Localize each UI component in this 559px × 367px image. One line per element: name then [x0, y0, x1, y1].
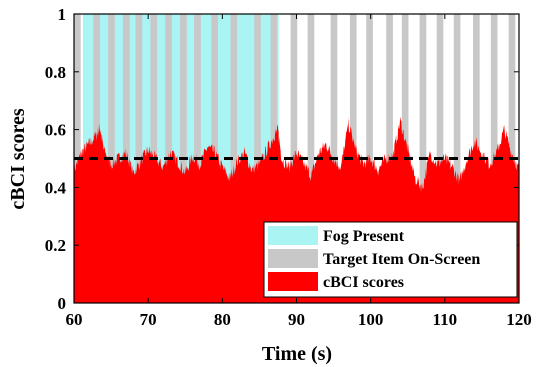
- y-tick-label-0.8: 0.8: [45, 63, 66, 82]
- y-tick-label-0.2: 0.2: [45, 236, 66, 255]
- x-tick-label-70: 70: [140, 310, 157, 329]
- x-axis-title: Time (s): [262, 343, 332, 365]
- y-tick-label-1: 1: [58, 5, 67, 24]
- legend-swatch-2: [268, 249, 318, 268]
- axes: 60 70 80 90 100 110 120 0 0.2 0.4 0.6 0.8 1: [45, 5, 532, 329]
- target-band-11: [230, 14, 238, 303]
- x-tick-label-120: 120: [506, 310, 532, 329]
- x-tick-label-90: 90: [288, 310, 305, 329]
- y-tick-label-0: 0: [58, 294, 67, 313]
- y-tick-label-0.4: 0.4: [45, 178, 67, 197]
- legend-swatch-3: [268, 272, 318, 291]
- legend-label-3: cBCI scores: [323, 274, 404, 291]
- legend-label-1: Fog Present: [323, 228, 405, 245]
- y-axis-title: cBCI scores: [7, 108, 29, 209]
- x-tick-label-100: 100: [358, 310, 384, 329]
- legend-swatch-1: [268, 226, 318, 245]
- x-tick-label-80: 80: [214, 310, 231, 329]
- x-tick-label-60: 60: [66, 310, 83, 329]
- legend: Fog Present Target Item On-Screen cBCI sco…: [263, 221, 518, 298]
- target-band-15: [307, 14, 315, 303]
- y-tick-label-0.6: 0.6: [45, 121, 66, 140]
- legend-label-2: Target Item On-Screen: [323, 251, 480, 268]
- x-tick-label-110: 110: [433, 310, 458, 329]
